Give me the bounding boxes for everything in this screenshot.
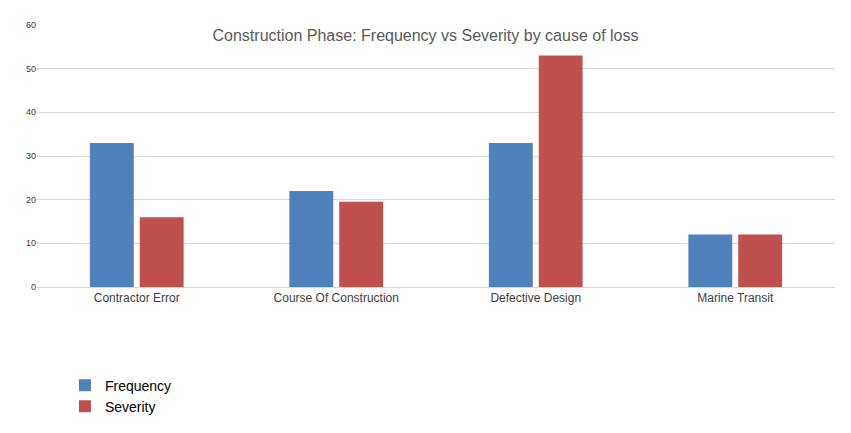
svg-text:10: 10 (26, 238, 36, 248)
svg-text:40: 40 (26, 107, 36, 117)
svg-text:Frequency: Frequency (105, 378, 171, 394)
svg-text:30: 30 (26, 151, 36, 161)
svg-text:Defective Design: Defective Design (490, 291, 581, 305)
svg-text:Marine Transit: Marine Transit (697, 291, 774, 305)
svg-text:20: 20 (26, 195, 36, 205)
svg-text:60: 60 (26, 20, 36, 30)
svg-text:50: 50 (26, 64, 36, 74)
svg-text:Course Of Construction: Course Of Construction (274, 291, 399, 305)
svg-text:Construction Phase: Frequency: Construction Phase: Frequency vs Severit… (213, 27, 639, 44)
svg-text:Contractor Error: Contractor Error (94, 291, 180, 305)
svg-text:0: 0 (31, 282, 36, 292)
svg-text:Severity: Severity (105, 399, 156, 415)
